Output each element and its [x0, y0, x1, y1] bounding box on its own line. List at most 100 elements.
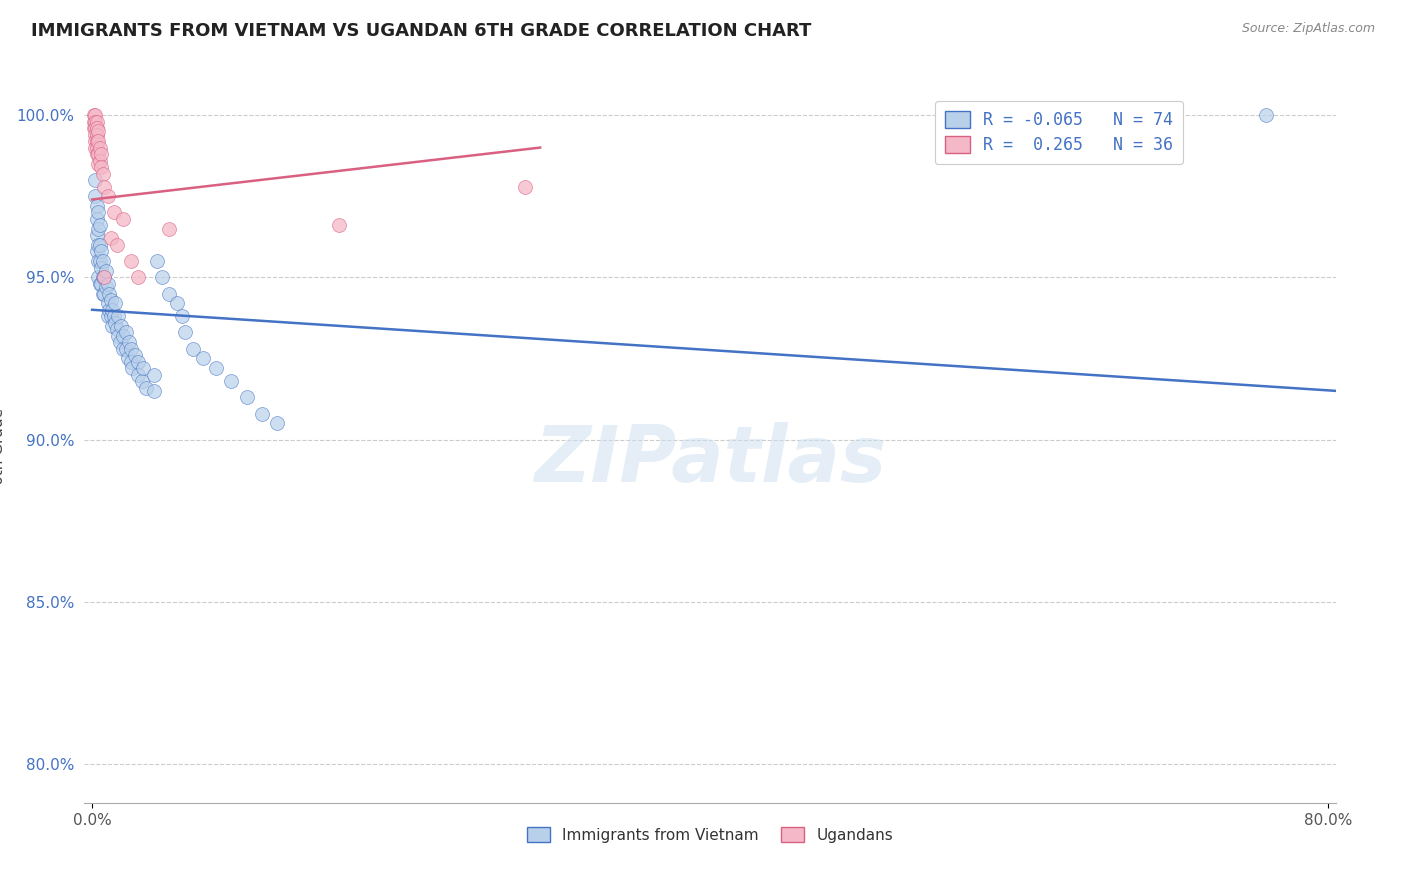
Point [118, 335, 141, 350]
Point [86, 228, 108, 243]
Point [105, 322, 128, 336]
Point [89, 254, 111, 268]
Point [328, 219, 350, 233]
Point [101, 302, 124, 317]
Point [86, 128, 108, 142]
Point [127, 270, 149, 285]
Point [86, 121, 108, 136]
Point [117, 351, 139, 366]
Point [91, 270, 114, 285]
Point [121, 361, 143, 376]
Point [120, 342, 142, 356]
Point [98, 286, 121, 301]
Point [91, 254, 114, 268]
Point [142, 384, 165, 398]
Point [87, 134, 110, 148]
Point [84, 114, 107, 128]
Point [89, 153, 111, 168]
Point [157, 221, 180, 235]
Y-axis label: 6th Grade: 6th Grade [0, 408, 6, 484]
Point [86, 211, 108, 226]
Point [90, 277, 112, 291]
Point [1256, 108, 1278, 122]
Point [100, 293, 122, 307]
Point [87, 270, 110, 285]
Point [91, 167, 114, 181]
Point [90, 160, 112, 174]
Point [87, 124, 110, 138]
Point [111, 328, 134, 343]
Point [266, 417, 288, 431]
Point [104, 316, 127, 330]
Point [100, 310, 122, 324]
Point [89, 277, 111, 291]
Point [166, 296, 188, 310]
Point [135, 381, 157, 395]
Point [86, 199, 108, 213]
Point [96, 189, 118, 203]
Point [83, 121, 105, 136]
Point [111, 211, 134, 226]
Point [84, 189, 107, 203]
Point [101, 318, 124, 333]
Point [89, 238, 111, 252]
Point [131, 374, 153, 388]
Point [110, 318, 132, 333]
Point [87, 254, 110, 268]
Point [86, 244, 108, 259]
Point [93, 286, 115, 301]
Point [150, 270, 173, 285]
Text: Source: ZipAtlas.com: Source: ZipAtlas.com [1241, 22, 1375, 36]
Text: IMMIGRANTS FROM VIETNAM VS UGANDAN 6TH GRADE CORRELATION CHART: IMMIGRANTS FROM VIETNAM VS UGANDAN 6TH G… [31, 22, 811, 40]
Point [96, 296, 118, 310]
Point [84, 108, 107, 122]
Point [84, 134, 107, 148]
Point [142, 368, 165, 382]
Point [86, 134, 108, 148]
Point [98, 302, 121, 317]
Point [83, 114, 105, 128]
Point [87, 238, 110, 252]
Point [108, 335, 131, 350]
Point [204, 361, 226, 376]
Point [115, 342, 138, 356]
Point [124, 348, 146, 362]
Point [89, 140, 111, 154]
Point [87, 205, 110, 219]
Point [87, 147, 110, 161]
Point [146, 254, 169, 268]
Point [86, 140, 108, 154]
Point [96, 310, 118, 324]
Legend: Immigrants from Vietnam, Ugandans: Immigrants from Vietnam, Ugandans [520, 821, 900, 848]
Point [103, 310, 125, 324]
Point [91, 286, 114, 301]
Point [181, 342, 204, 356]
Point [84, 128, 107, 142]
Point [84, 140, 107, 154]
Point [86, 114, 108, 128]
Point [83, 108, 105, 122]
Point [193, 351, 215, 366]
Point [107, 310, 129, 324]
Point [96, 277, 118, 291]
Text: ZIPatlas: ZIPatlas [534, 422, 886, 499]
Point [513, 179, 536, 194]
Point [173, 326, 195, 340]
Point [86, 147, 108, 161]
Point [93, 179, 115, 194]
Point [87, 221, 110, 235]
Point [87, 157, 110, 171]
Point [84, 121, 107, 136]
Point [107, 328, 129, 343]
Point [115, 326, 138, 340]
Point [94, 280, 117, 294]
Point [100, 231, 122, 245]
Point [105, 238, 128, 252]
Point [90, 147, 112, 161]
Point [132, 361, 155, 376]
Point [89, 219, 111, 233]
Point [103, 205, 125, 219]
Point [84, 173, 107, 187]
Point [127, 354, 149, 368]
Point [235, 390, 257, 404]
